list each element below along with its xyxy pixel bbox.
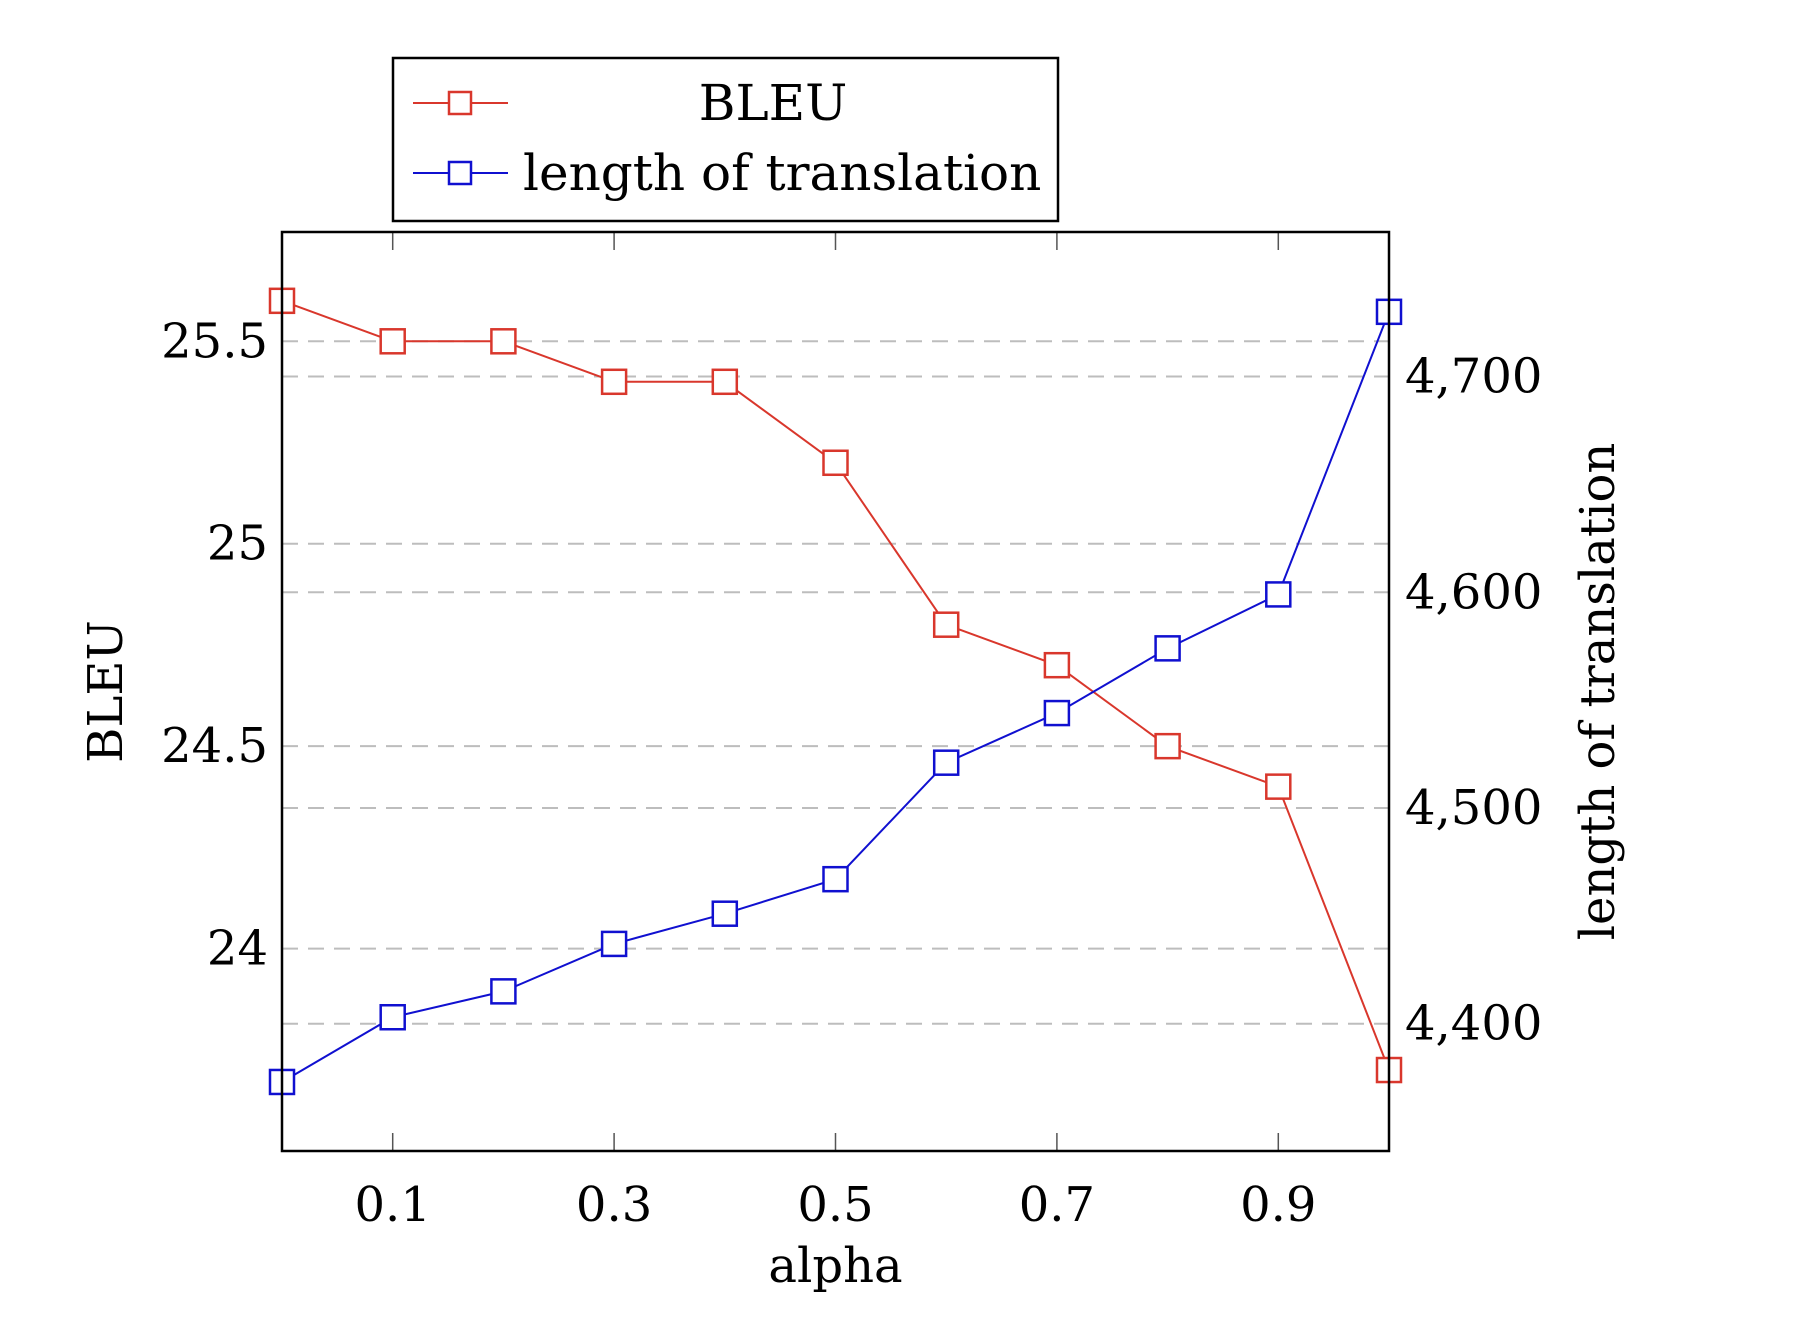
series-layer (268, 287, 1403, 1096)
data-point-marker (600, 368, 628, 396)
y-left-tick-label: 25 (207, 516, 268, 572)
y-axis-left-title: BLEU (78, 620, 134, 763)
plot-frame (280, 230, 1391, 1153)
data-point-marker (932, 611, 960, 638)
data-point-marker (1043, 699, 1071, 727)
y-right-tick-label: 4,600 (1405, 564, 1542, 620)
data-point-marker (932, 749, 960, 776)
data-point-marker (711, 900, 739, 927)
y-right-tick-label: 4,700 (1405, 349, 1542, 405)
x-tick-label: 0.3 (576, 1177, 652, 1233)
data-point-marker (600, 930, 628, 958)
x-tick-label: 0.5 (797, 1177, 873, 1233)
data-point-marker (379, 1003, 406, 1031)
data-point-marker (1265, 773, 1292, 800)
y-right-tick-label: 4,400 (1405, 996, 1542, 1052)
legend-entry: length of translation (413, 144, 1041, 202)
x-tick-label: 0.1 (355, 1177, 431, 1233)
y-left-tick-label: 25.5 (161, 313, 268, 369)
data-point-marker (379, 328, 406, 355)
legend: BLEU length of translation (391, 56, 1060, 223)
data-point-marker (1043, 651, 1071, 679)
series-line (281, 299, 1390, 1071)
legend-marker-swatch (447, 90, 473, 116)
y-left-tick-label: 24.5 (161, 718, 268, 774)
tick-labels: 24 24.5 25 25.5 4,400 4,500 4,600 4,700 0.1 0.3 0.… (161, 313, 1542, 1233)
gridlines (282, 340, 1389, 1025)
data-point-marker (822, 865, 849, 893)
data-point-marker (822, 449, 849, 477)
x-tick-label: 0.7 (1019, 1177, 1095, 1233)
y-axis-right-title: length of translation (1570, 443, 1626, 941)
legend-marker-swatch (447, 160, 473, 186)
tick-marks (391, 232, 1280, 1151)
legend-entry: BLEU (413, 74, 847, 132)
y-right-tick-label: 4,500 (1405, 780, 1542, 836)
series-line (281, 311, 1390, 1083)
legend-entries: BLEU length of translation (413, 74, 1041, 202)
data-point-marker (1265, 581, 1292, 608)
x-axis-title: alpha (768, 1238, 902, 1294)
data-point-marker (711, 368, 739, 396)
y-left-tick-label: 24 (207, 921, 268, 977)
data-point-marker (490, 328, 517, 355)
data-point-marker (1154, 635, 1181, 662)
data-point-marker (490, 978, 517, 1005)
data-point-marker (1154, 732, 1181, 760)
legend-label: BLEU (699, 74, 848, 132)
series-length-of-translation (268, 298, 1403, 1096)
legend-label: length of translation (523, 144, 1041, 202)
x-tick-label: 0.9 (1240, 1177, 1316, 1233)
series-bleu (268, 287, 1403, 1084)
legend-box (391, 56, 1060, 223)
